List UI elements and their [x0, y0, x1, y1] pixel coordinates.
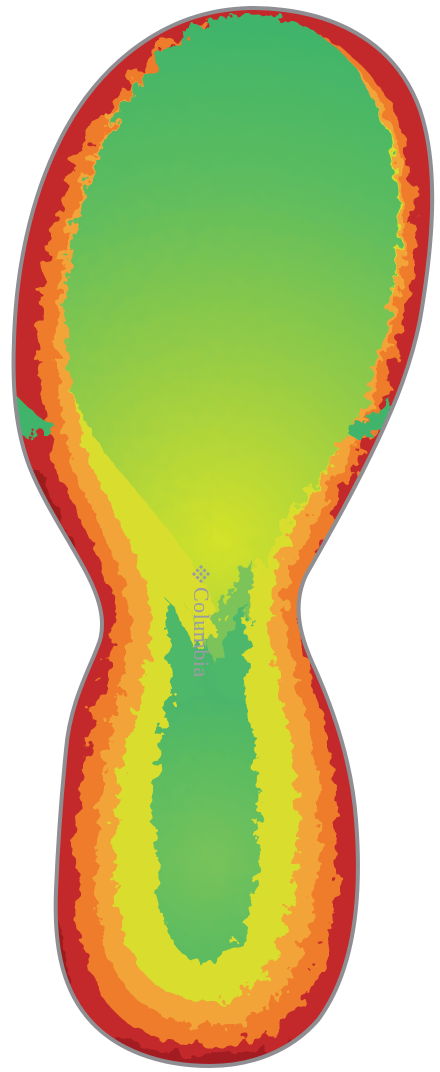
heat-zone-midfoot	[160, 560, 253, 702]
heat-zone-edge-green	[14, 395, 392, 439]
brand-logo: Columbia	[184, 565, 218, 695]
columbia-diamond-logo-icon	[192, 565, 210, 583]
heat-zone-heel	[153, 640, 260, 962]
brand-name: Columbia	[189, 587, 214, 678]
sole-outline-stroke	[11, 5, 435, 1069]
heat-zone-forefoot	[65, 14, 399, 650]
